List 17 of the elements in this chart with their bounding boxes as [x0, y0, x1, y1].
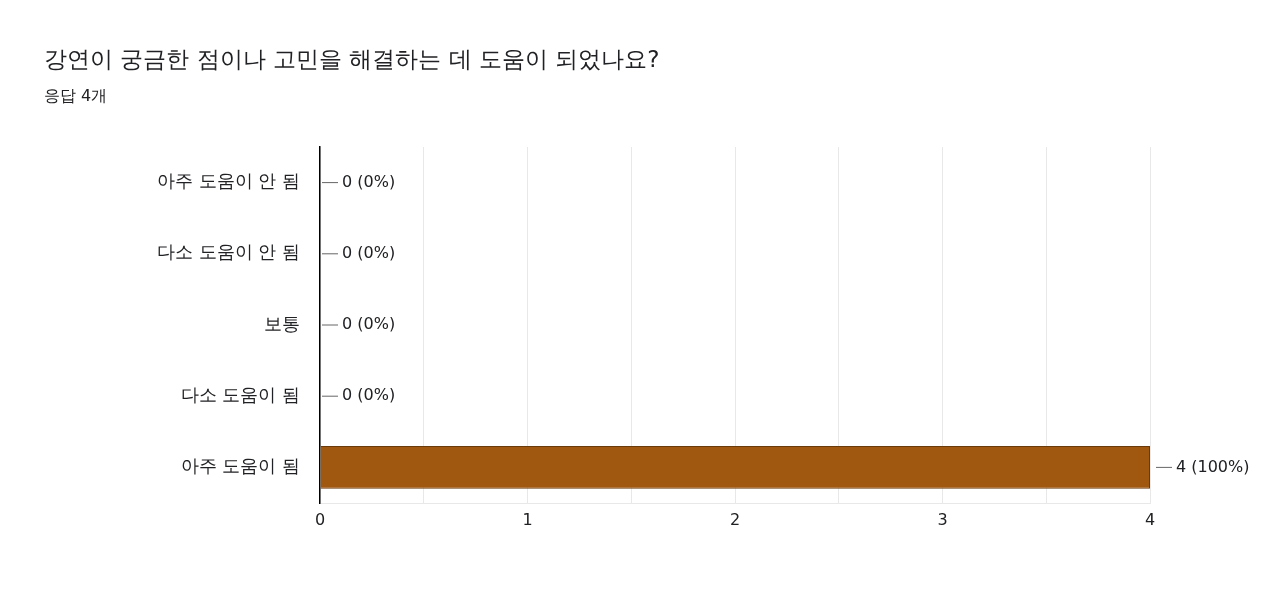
y-tick-label: 다소 도움이 안 됨: [156, 241, 300, 263]
x-tick-label: 2: [729, 509, 741, 529]
x-tick-label: 3: [937, 509, 948, 529]
y-tick-label: 보통: [264, 312, 300, 334]
y-tick-label: 아주 도움이 안 됨: [156, 170, 300, 192]
data-label: 0 (0%): [342, 385, 396, 405]
x-tick-label: 1: [522, 509, 533, 529]
y-tick-label: 다소 도움이 됨: [180, 383, 300, 405]
text: 응답 4개: [44, 86, 108, 107]
data-label: 4 (100%): [1176, 456, 1250, 476]
data-label: 0 (0%): [342, 242, 396, 262]
data-label: 0 (0%): [342, 314, 396, 334]
data-label: 0 (0%): [342, 171, 396, 191]
x-tick-label: 0: [314, 509, 326, 529]
y-tick-label: 아주 도움이 됨: [180, 455, 300, 477]
chart-title: 강연이 궁금한 점이나 고민을 해결하는 데 도움이 되었나요?: [44, 45, 660, 74]
x-tick-label: 4: [1144, 509, 1156, 529]
